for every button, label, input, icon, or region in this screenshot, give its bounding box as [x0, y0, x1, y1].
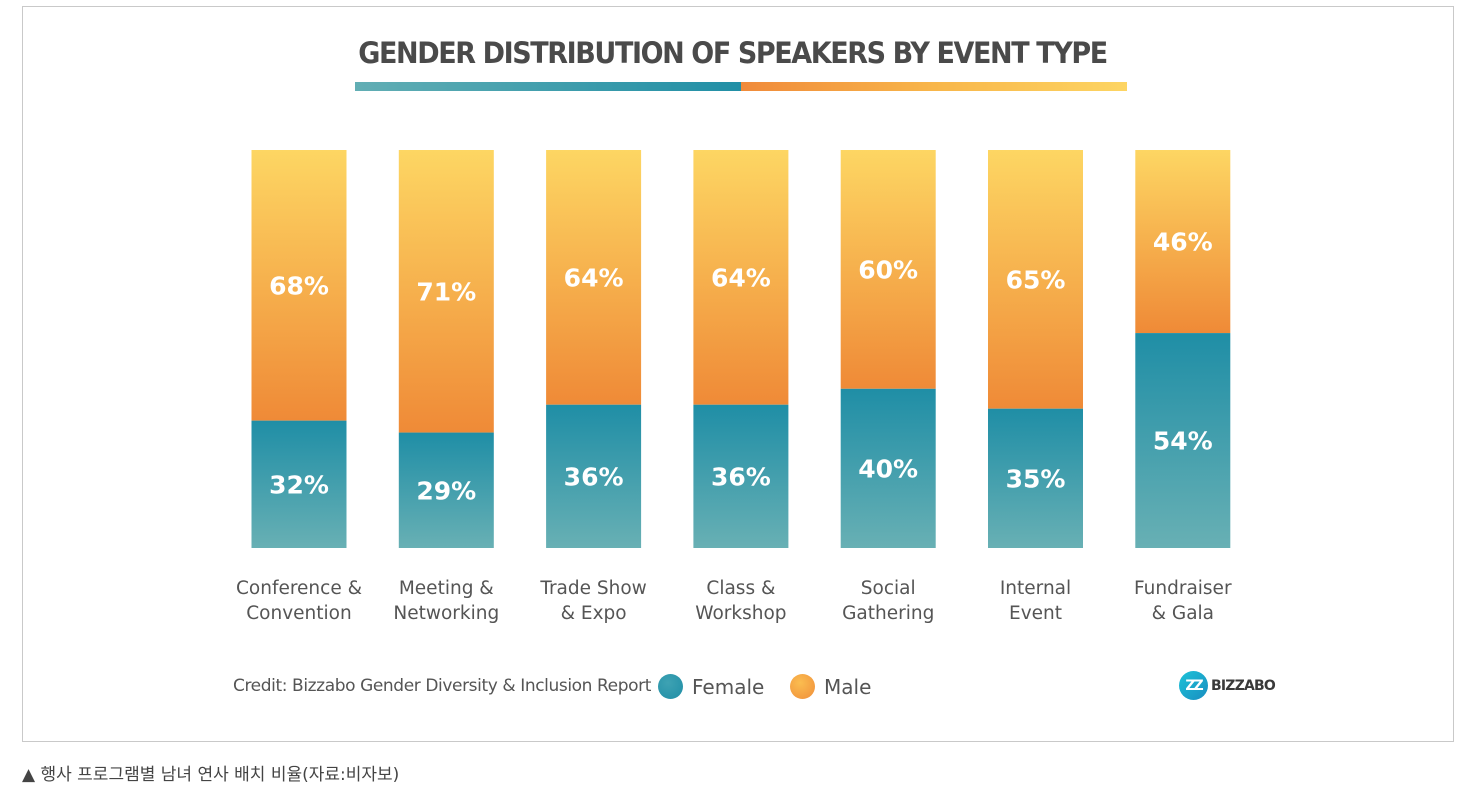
bar-female — [693, 404, 789, 548]
category-label: & Gala — [1152, 603, 1214, 624]
bar-male — [988, 150, 1083, 409]
legend-female-swatch — [658, 674, 683, 699]
category-label: Gathering — [842, 603, 934, 624]
bar-male — [840, 150, 936, 389]
bar-male — [693, 150, 789, 405]
data-label-male: 60% — [858, 255, 918, 284]
bar-female — [398, 432, 494, 548]
legend-female: Female — [658, 674, 764, 699]
data-label-male: 46% — [1153, 228, 1213, 257]
bar-female — [840, 388, 936, 548]
data-label-male: 64% — [564, 263, 624, 292]
category-label: Trade Show — [539, 578, 646, 599]
legend-male-label: Male — [824, 674, 872, 699]
bar-female — [251, 420, 347, 548]
category-label: & Expo — [561, 603, 627, 624]
legend-male: Male — [790, 674, 871, 699]
category-label: Internal — [1000, 578, 1071, 599]
bar-female — [546, 404, 642, 548]
image-caption: ▲ 행사 프로그램별 남녀 연사 배치 비율(자료:비자보) — [22, 765, 400, 785]
bar-male — [546, 150, 642, 405]
data-label-female: 40% — [858, 454, 918, 483]
data-label-male: 71% — [416, 277, 476, 306]
data-label-female: 29% — [416, 476, 476, 505]
category-label: Event — [1009, 603, 1062, 624]
data-label-male: 68% — [269, 271, 329, 300]
bar-female — [988, 408, 1083, 548]
data-label-female: 35% — [1006, 464, 1066, 493]
data-label-male: 65% — [1006, 265, 1066, 294]
category-label: Workshop — [695, 603, 786, 624]
data-label-female: 54% — [1153, 427, 1213, 456]
category-label: Conference & — [236, 578, 362, 599]
bar-female — [1135, 333, 1231, 548]
chart-title: GENDER DISTRIBUTION OF SPEAKERS BY EVENT… — [358, 36, 1108, 70]
data-label-female: 36% — [711, 462, 771, 491]
category-label: Networking — [393, 603, 499, 624]
category-label: Meeting & — [399, 578, 494, 599]
bizzabo-logo: ZZ BIZZABO — [1179, 671, 1276, 700]
bizzabo-logo-text: BIZZABO — [1211, 677, 1276, 694]
legend-male-swatch — [790, 674, 815, 699]
category-label: Fundraiser — [1134, 578, 1232, 599]
category-label: Class & — [706, 578, 775, 599]
category-label: Social — [861, 578, 916, 599]
bar-male — [398, 150, 494, 433]
data-label-female: 32% — [269, 470, 329, 499]
data-label-male: 64% — [711, 263, 771, 292]
bar-male — [251, 150, 347, 421]
title-underline — [355, 82, 1127, 91]
credit-text: Credit: Bizzabo Gender Diversity & Inclu… — [233, 676, 651, 696]
bizzabo-logo-icon: ZZ — [1179, 671, 1208, 700]
data-label-female: 36% — [564, 462, 624, 491]
bar-male — [1135, 150, 1231, 334]
legend-female-label: Female — [692, 674, 765, 699]
category-label: Convention — [246, 603, 351, 624]
